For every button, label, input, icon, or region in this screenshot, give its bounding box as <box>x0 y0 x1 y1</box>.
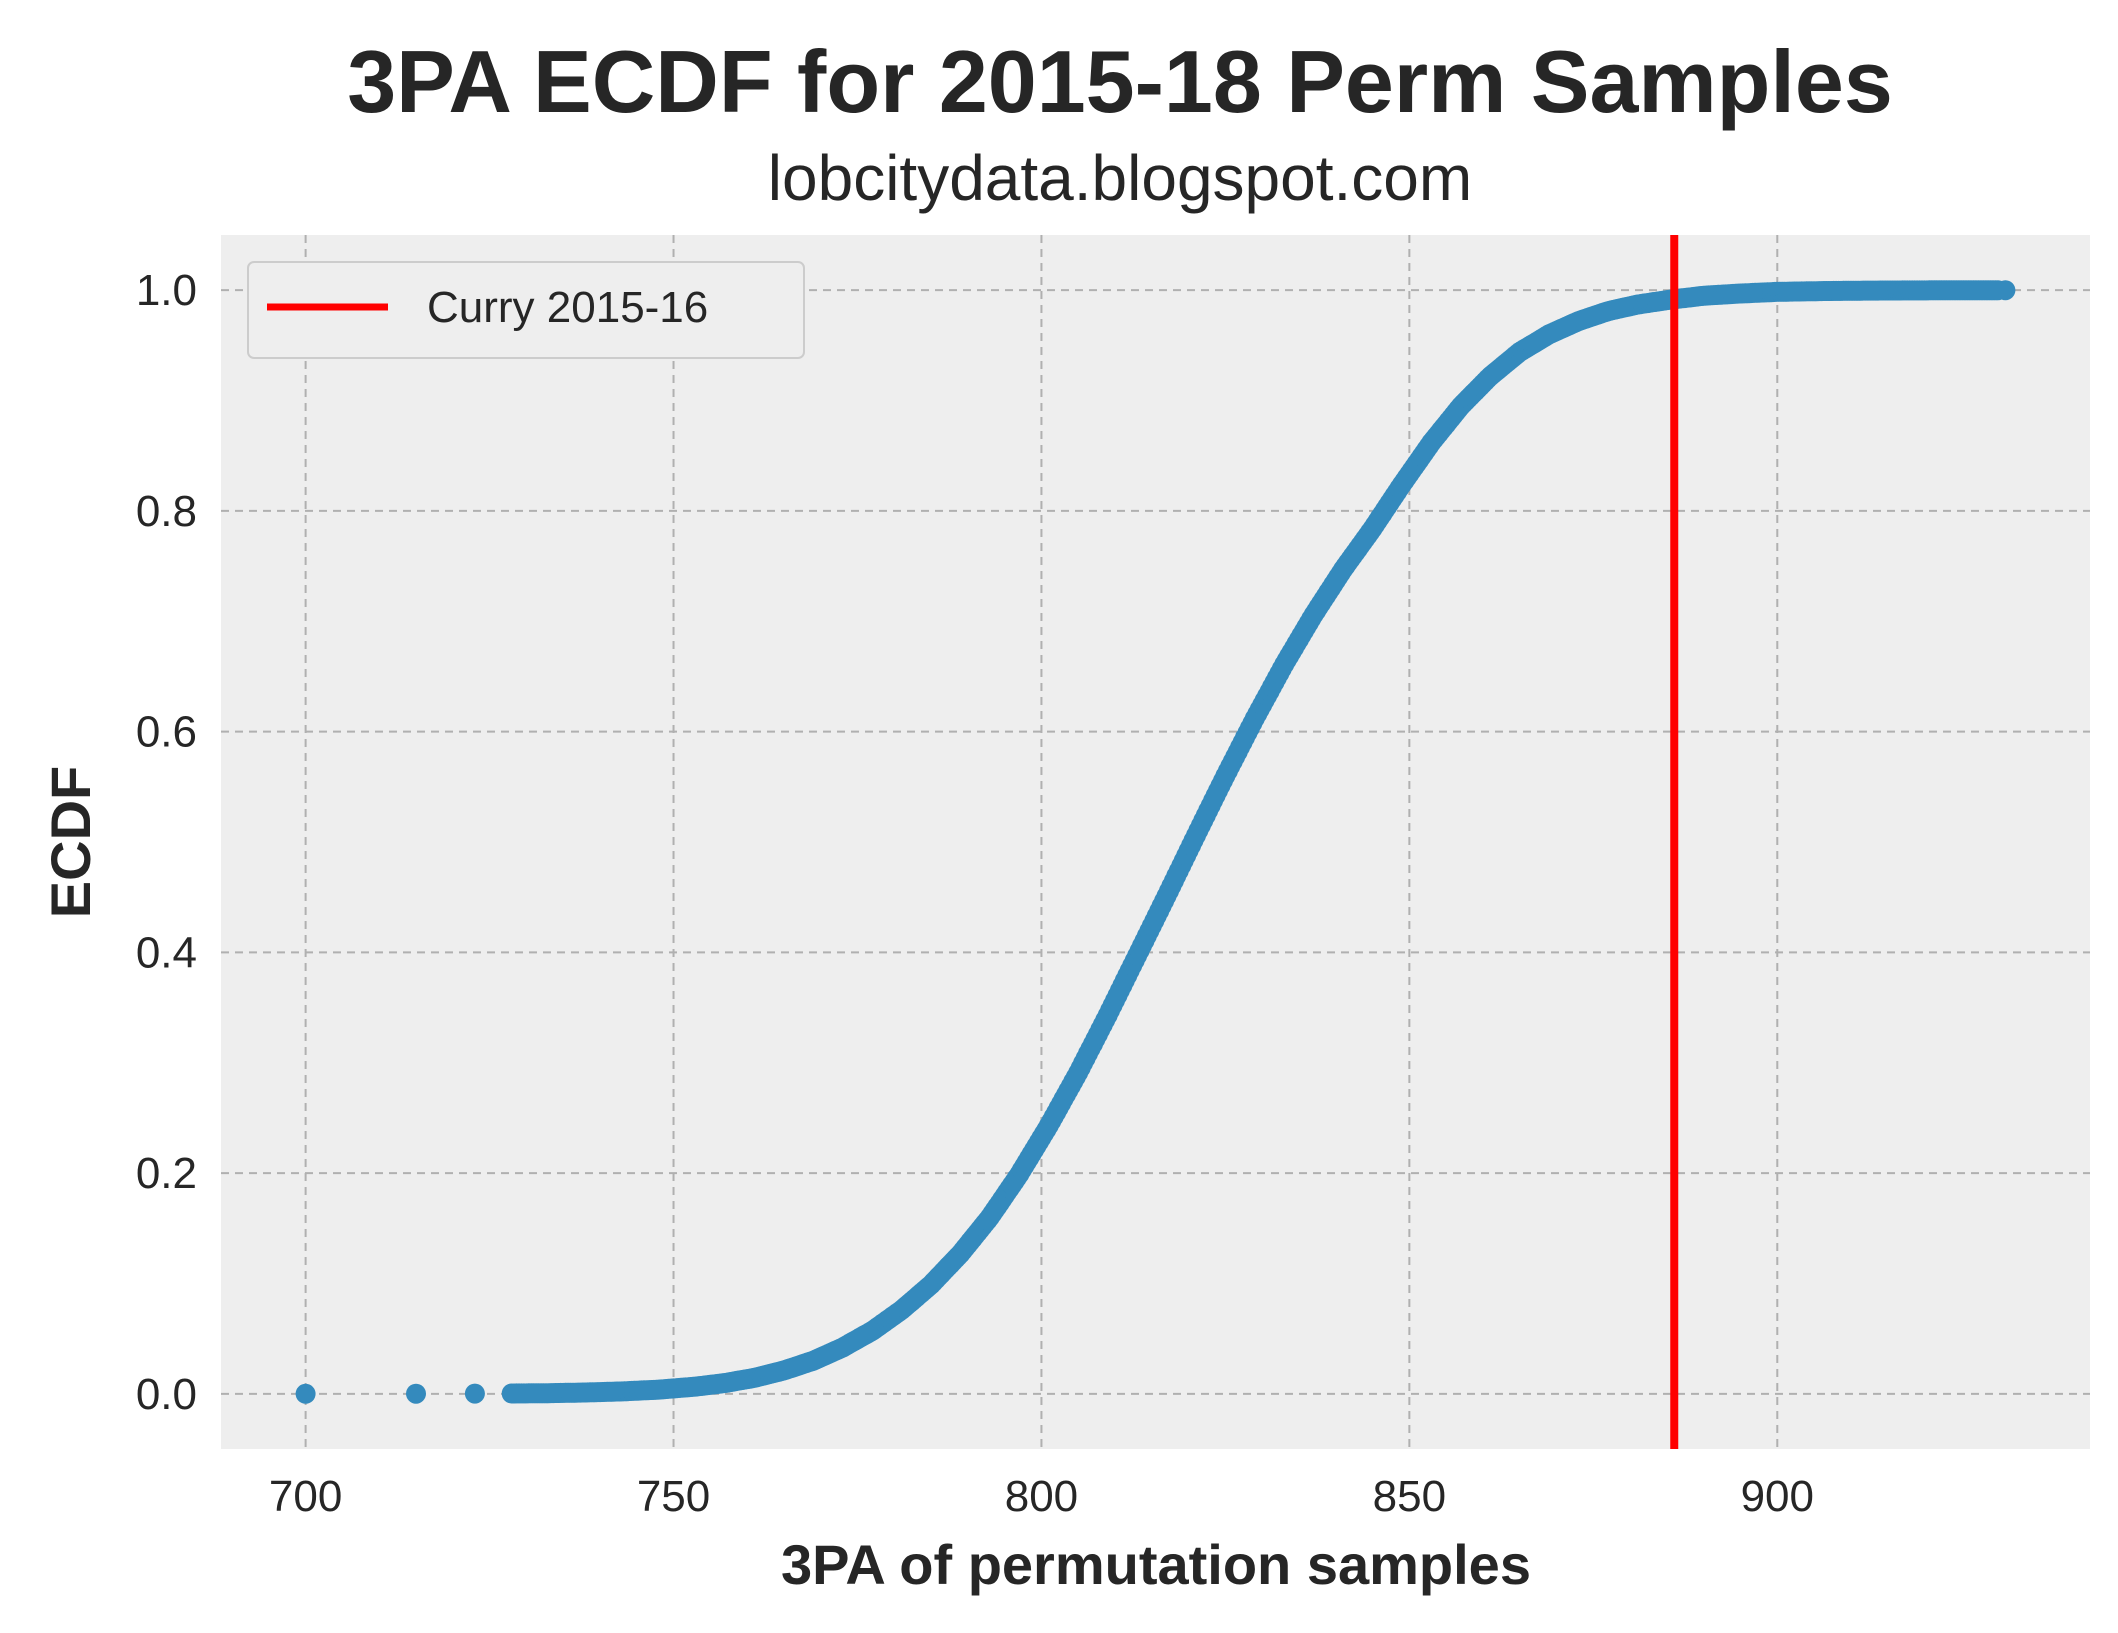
x-tick-label: 800 <box>1005 1472 1078 1521</box>
y-tick-label: 0.6 <box>136 708 197 757</box>
y-axis-label: ECDF <box>39 766 102 918</box>
y-tick-label: 0.2 <box>136 1149 197 1198</box>
x-tick-label: 850 <box>1373 1472 1446 1521</box>
ecdf-point <box>295 1383 316 1404</box>
y-tick-label: 0.4 <box>136 928 197 977</box>
ecdf-points <box>295 280 2016 1404</box>
chart-subtitle: lobcitydata.blogspot.com <box>768 142 1472 214</box>
legend: Curry 2015-16 <box>247 261 805 359</box>
y-tick-label: 1.0 <box>136 266 197 315</box>
tick-labels: 700 750 800 850 900 0.0 0.2 0.4 0.6 0.8 1.0 <box>136 266 1814 1521</box>
legend-label-curry: Curry 2015-16 <box>427 283 708 332</box>
ecdf-point <box>1995 280 2016 301</box>
plot-area <box>221 235 2090 1449</box>
x-axis-label: 3PA of permutation samples <box>781 1533 1531 1596</box>
chart-title: 3PA ECDF for 2015-18 Perm Samples <box>347 32 1893 131</box>
x-tick-label: 700 <box>269 1472 342 1521</box>
x-tick-label: 900 <box>1741 1472 1814 1521</box>
legend-box <box>247 261 805 359</box>
ecdf-point <box>406 1383 426 1404</box>
y-tick-label: 0.8 <box>136 487 197 536</box>
ecdf-point <box>464 1383 485 1404</box>
y-tick-label: 0.0 <box>136 1370 197 1419</box>
x-tick-label: 750 <box>637 1472 710 1521</box>
